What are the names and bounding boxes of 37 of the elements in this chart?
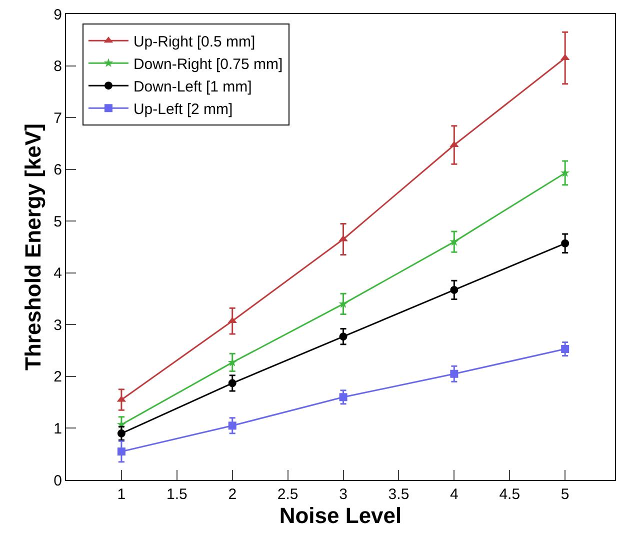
y-tick-label: 4 bbox=[54, 265, 62, 282]
x-tick-label: 5 bbox=[560, 486, 570, 503]
y-tick-label: 5 bbox=[54, 213, 62, 230]
point bbox=[450, 370, 458, 378]
point bbox=[450, 286, 458, 294]
point bbox=[228, 422, 236, 430]
legend-label: Up-Right [0.5 mm] bbox=[133, 33, 256, 50]
y-tick-label: 6 bbox=[54, 162, 62, 179]
x-tick-label: 2 bbox=[228, 486, 237, 503]
y-tick-label: 8 bbox=[54, 58, 62, 76]
y-tick-label: 2 bbox=[54, 368, 62, 386]
point bbox=[339, 332, 348, 341]
x-tick-label: 1 bbox=[117, 486, 126, 503]
y-tick-label: 9 bbox=[54, 6, 62, 24]
y-tick-label: 7 bbox=[54, 110, 62, 127]
x-tick-label: 4.5 bbox=[499, 486, 520, 503]
point bbox=[117, 448, 126, 456]
point bbox=[560, 168, 570, 177]
point bbox=[228, 379, 236, 388]
x-tick-label: 2.5 bbox=[277, 486, 298, 503]
point bbox=[561, 239, 570, 248]
x-tick-label: 3 bbox=[339, 486, 348, 503]
point bbox=[228, 358, 238, 366]
legend-label: Up-Left [2 mm] bbox=[133, 100, 233, 118]
point bbox=[339, 393, 348, 402]
point bbox=[117, 429, 126, 438]
x-tick-label: 3.5 bbox=[388, 486, 410, 503]
y-tick-label: 0 bbox=[54, 472, 62, 490]
y-tick-label: 1 bbox=[54, 420, 62, 438]
x-tick-label: 4 bbox=[450, 486, 458, 503]
x-tick-label: 1.5 bbox=[166, 486, 188, 503]
x-axis-title: Noise Level bbox=[279, 503, 402, 528]
point bbox=[561, 345, 570, 353]
legend-label: Down-Right [0.75 mm] bbox=[133, 56, 283, 73]
y-axis-title: Threshold Energy [keV] bbox=[20, 124, 46, 370]
legend-label: Down-Left [1 mm] bbox=[133, 78, 252, 96]
y-tick-label: 3 bbox=[54, 316, 62, 334]
